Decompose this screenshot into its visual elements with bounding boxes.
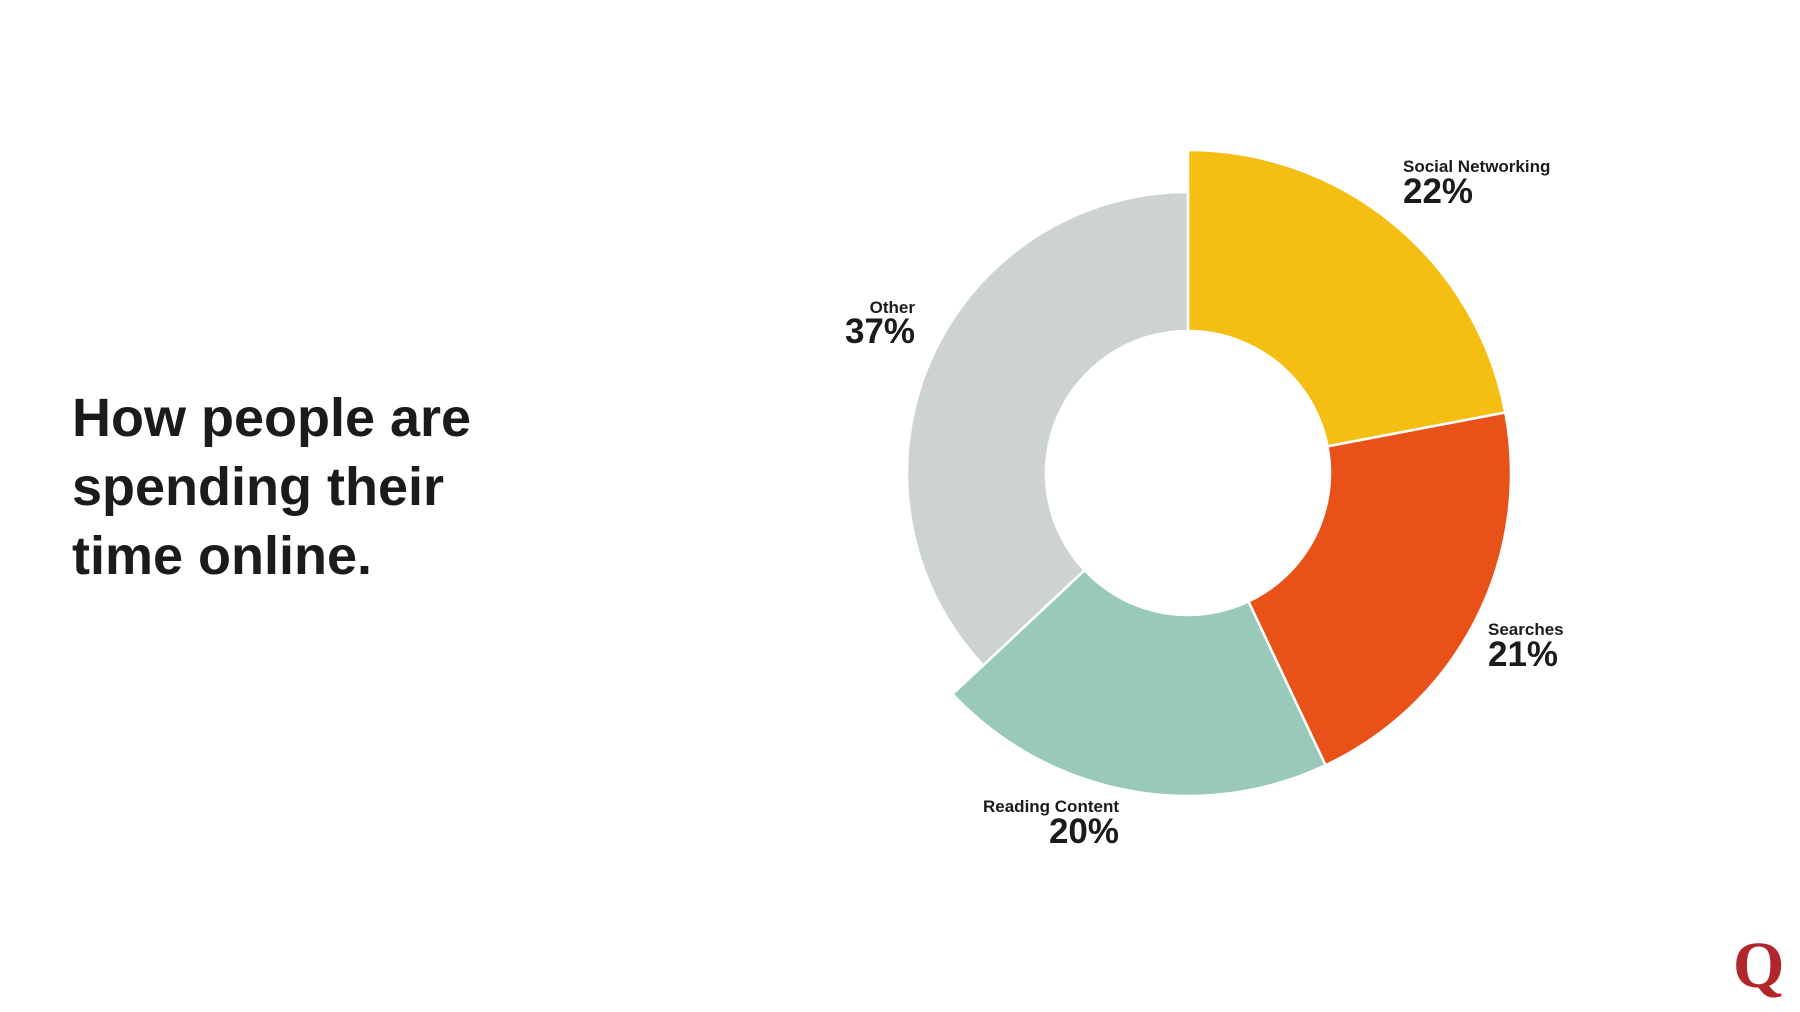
- slice-label: Social Networking: [1403, 157, 1550, 176]
- donut-slice: [1186, 148, 1507, 448]
- slice-value: 37%: [845, 312, 915, 351]
- slice-value: 20%: [1049, 812, 1119, 851]
- slice-value: 22%: [1403, 172, 1473, 211]
- slice-label: Reading Content: [983, 797, 1119, 816]
- logo: Q: [1733, 929, 1785, 1002]
- donut-slice: [950, 568, 1328, 798]
- chart-title: How people are spending their time onlin…: [72, 388, 472, 586]
- slice-label: Searches: [1488, 620, 1564, 639]
- slice-value: 21%: [1488, 635, 1558, 674]
- donut-slice: [905, 190, 1190, 668]
- donut-slice: [1246, 411, 1513, 767]
- slice-label: Other: [870, 298, 916, 317]
